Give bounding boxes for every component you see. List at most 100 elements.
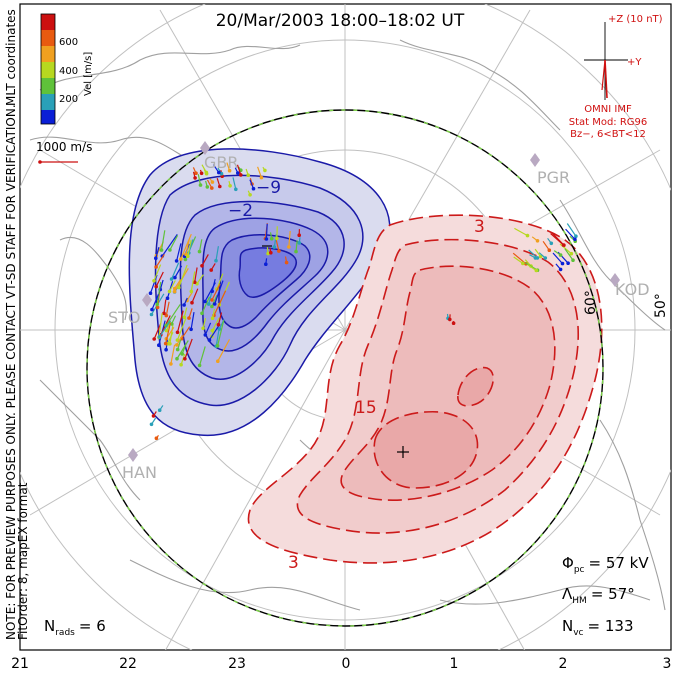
velocity-vector-origin-56: [187, 316, 191, 320]
velocity-vector-origin-99: [205, 185, 210, 189]
velocity-vector-origin-158: [448, 317, 452, 322]
mlt-tick-21: 21: [11, 656, 29, 672]
velocity-vector-origin-87: [189, 289, 194, 294]
velocity-vector-origin-141: [574, 234, 578, 238]
velocity-vector-origin-105: [248, 193, 252, 197]
mlt-tick-3: 3: [663, 656, 672, 672]
velocity-vector-87: [190, 271, 196, 292]
velocity-vector-64: [190, 312, 195, 330]
velocity-vector-26: [160, 230, 166, 251]
velocity-vector-origin-72: [152, 279, 156, 283]
velocity-vector-43: [177, 338, 182, 350]
negative-potential-cell: [128, 148, 391, 437]
velocity-vector-120: [275, 237, 280, 252]
velocity-vector-origin-63: [169, 277, 174, 281]
velocity-vector-origin-155: [149, 422, 154, 427]
mlt-tick-22: 22: [119, 656, 137, 672]
velocity-vector-origin-58: [154, 265, 158, 269]
velocity-vector-origin-147: [533, 256, 538, 260]
velocity-vector-origin-27: [155, 305, 160, 310]
velocity-vector-origin-126: [272, 245, 277, 249]
station-label-han: HAN: [122, 463, 157, 482]
note-fitorder: FitOrder: 8, mapEX format: [16, 482, 30, 640]
velocity-vector-origin-40: [162, 311, 166, 316]
velocity-vector-9: [211, 294, 218, 307]
velocity-vector-origin-89: [216, 322, 221, 327]
velocity-vector-40: [163, 299, 167, 314]
imf-stat-model: Stat Mod: RG96: [569, 117, 648, 128]
velocity-vector-origin-145: [521, 261, 525, 266]
velocity-vector-origin-10: [201, 326, 205, 331]
velocity-vector-59: [214, 280, 224, 305]
velocity-vector-origin-81: [168, 248, 172, 252]
velocity-vector-origin-132: [558, 267, 563, 272]
velocity-vector-126: [273, 234, 277, 248]
velocity-vector-origin-106: [219, 171, 224, 176]
velocity-vector-41: [185, 239, 190, 255]
velocity-vector-origin-85: [175, 356, 179, 361]
velocity-vector-origin-135: [560, 261, 565, 266]
velocity-vector-140: [542, 240, 550, 251]
velocity-vector-128: [276, 226, 278, 239]
velocity-vector-origin-70: [169, 362, 173, 366]
velocity-vector-origin-14: [200, 264, 204, 268]
contour-label-3-bottom: 3: [288, 553, 299, 573]
velocity-vector-origin-37: [175, 338, 180, 342]
velocity-vector-49: [168, 280, 176, 292]
station-label-pgr: PGR: [537, 168, 570, 187]
velocity-vector-79: [165, 322, 171, 344]
velocity-vector-origin-55: [197, 363, 202, 368]
velocity-vector-origin-156: [154, 436, 159, 441]
velocity-vector-83: [204, 282, 216, 302]
velocity-vector-origin-93: [263, 168, 267, 173]
velocity-vector-origin-146: [558, 253, 563, 257]
station-label-sto: STO: [108, 308, 141, 327]
velocity-vector-14: [201, 254, 209, 267]
velocity-vector-50: [165, 304, 181, 326]
velocity-vector-origin-22: [164, 347, 168, 352]
velocity-vector-origin-154: [157, 408, 162, 413]
colorbar-tick-400: 400: [59, 66, 78, 77]
mlt-tick-1: 1: [450, 656, 459, 672]
note-mlt-coordinates: MLT coordinates: [4, 9, 18, 106]
stat-lambda-hm: ΛHM = 57°: [562, 585, 635, 606]
velocity-vector-66: [155, 271, 164, 287]
velocity-vector-115: [288, 230, 291, 247]
velocity-vector-18: [149, 274, 158, 294]
velocity-vector-origin-36: [179, 257, 183, 261]
velocity-vector-origin-149: [561, 243, 566, 247]
velocity-vector-88: [176, 243, 182, 262]
velocity-vector-origin-3: [164, 328, 169, 333]
velocity-vector-origin-112: [210, 180, 215, 184]
contour-label-15: 15: [355, 398, 377, 418]
velocity-vector-origin-90: [210, 186, 214, 190]
mlt-tick-2: 2: [559, 656, 568, 672]
colorbar-tick-200: 200: [59, 94, 78, 105]
velocity-vector-origin-84: [215, 344, 220, 348]
velocity-vector-origin-104: [251, 186, 256, 191]
velocity-vector-origin-133: [538, 254, 543, 259]
velocity-vector-origin-20: [157, 343, 161, 348]
velocity-vector-origin-29: [192, 280, 197, 285]
velocity-vector-origin-139: [543, 256, 548, 260]
velocity-vector-25: [174, 265, 183, 278]
velocity-vector-origin-7: [164, 313, 169, 318]
velocity-vector-35: [213, 290, 227, 316]
velocity-vector-origin-98: [234, 187, 238, 192]
velocity-vector-31: [191, 288, 199, 303]
contour-label-minus9: −9: [256, 178, 281, 198]
lat-label-50: 50°: [653, 293, 669, 318]
velocity-vector-62: [187, 239, 192, 257]
velocity-vector-origin-71: [197, 249, 202, 254]
velocity-vector-145: [513, 256, 524, 264]
velocity-vector-30: [155, 247, 160, 259]
velocity-vector-70: [170, 344, 176, 365]
velocity-vector-origin-9: [210, 304, 214, 309]
velocity-vector-68: [208, 323, 221, 341]
velocity-vector-77: [167, 331, 174, 345]
velocity-vector-28: [181, 326, 191, 340]
velocity-vector-origin-26: [159, 248, 164, 252]
potential-extrema-markers: [262, 245, 409, 458]
velocity-vector-origin-114: [218, 184, 222, 189]
velocity-vector-origin-94: [236, 171, 240, 175]
